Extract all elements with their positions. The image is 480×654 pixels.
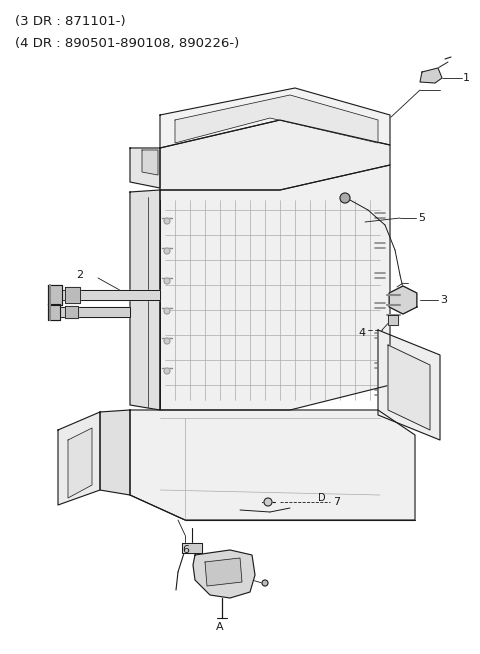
Polygon shape — [160, 165, 390, 410]
Text: (4 DR : 890501-890108, 890226-): (4 DR : 890501-890108, 890226-) — [15, 37, 239, 50]
Circle shape — [164, 338, 170, 344]
Polygon shape — [378, 330, 440, 440]
Text: (3 DR : 871101-): (3 DR : 871101-) — [15, 16, 126, 29]
Text: 7: 7 — [333, 497, 340, 507]
Polygon shape — [388, 345, 430, 430]
Text: 4: 4 — [358, 328, 365, 338]
Polygon shape — [160, 88, 390, 148]
Circle shape — [164, 278, 170, 284]
Polygon shape — [182, 543, 202, 553]
Polygon shape — [388, 315, 398, 325]
Polygon shape — [65, 306, 78, 318]
Text: 2: 2 — [76, 270, 83, 280]
Circle shape — [164, 248, 170, 254]
Circle shape — [164, 368, 170, 374]
Text: D: D — [318, 493, 325, 503]
Polygon shape — [205, 558, 242, 586]
Text: 3: 3 — [440, 295, 447, 305]
Polygon shape — [389, 286, 417, 314]
Polygon shape — [50, 307, 130, 317]
Polygon shape — [130, 410, 415, 520]
Polygon shape — [68, 428, 92, 498]
Polygon shape — [48, 304, 60, 320]
Polygon shape — [160, 120, 390, 190]
Polygon shape — [65, 287, 80, 303]
Polygon shape — [142, 150, 158, 175]
Circle shape — [264, 498, 272, 506]
Circle shape — [164, 308, 170, 314]
Polygon shape — [130, 148, 160, 188]
Polygon shape — [193, 550, 255, 598]
Polygon shape — [420, 68, 442, 83]
Polygon shape — [48, 285, 62, 305]
Text: 5: 5 — [418, 213, 425, 223]
Polygon shape — [130, 190, 160, 410]
Circle shape — [164, 218, 170, 224]
Circle shape — [340, 193, 350, 203]
Text: A: A — [216, 622, 224, 632]
Polygon shape — [175, 95, 378, 143]
Text: 6: 6 — [182, 545, 189, 555]
Polygon shape — [50, 290, 160, 300]
Polygon shape — [100, 410, 130, 495]
Polygon shape — [58, 412, 100, 505]
Text: 1: 1 — [463, 73, 470, 83]
Circle shape — [262, 580, 268, 586]
